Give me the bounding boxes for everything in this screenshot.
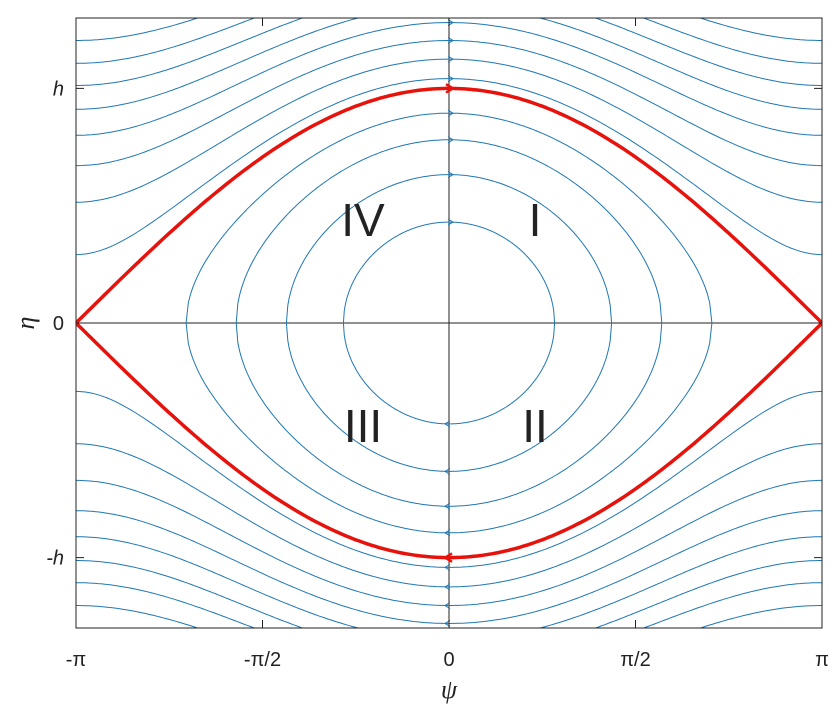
flow-arrow — [444, 620, 451, 627]
flow-arrow — [447, 136, 454, 144]
contour-line — [76, 86, 822, 560]
contour-line — [76, 18, 822, 628]
flow-arrow — [444, 529, 451, 537]
flow-arrow — [444, 502, 451, 510]
flow-arrow — [444, 420, 451, 428]
contour-line — [76, 18, 822, 628]
contour-line — [76, 78, 822, 568]
contour-line — [76, 18, 822, 628]
x-tick-label: π/2 — [620, 649, 650, 671]
flow-arrow — [447, 218, 454, 226]
flow-arrow — [442, 552, 453, 563]
flow-arrow — [447, 55, 454, 63]
x-tick-label: π — [815, 649, 829, 671]
region-label: IV — [341, 194, 385, 246]
contour-line — [342, 221, 556, 425]
flow-arrow — [444, 467, 451, 475]
contour-line — [185, 112, 713, 534]
flow-arrow — [448, 3, 453, 9]
flow-arrow — [444, 563, 451, 571]
y-tick-label: -h — [46, 548, 64, 570]
flow-arrow — [445, 637, 450, 643]
flow-arrow — [447, 37, 454, 44]
contour-line — [285, 174, 613, 472]
flow-arrow — [447, 75, 454, 83]
flow-arrow — [447, 19, 454, 26]
contour-line — [235, 139, 663, 507]
y-tick-label: 0 — [53, 313, 64, 335]
contour-line — [76, 40, 822, 606]
x-tick-label: 0 — [443, 649, 454, 671]
flow-arrow — [447, 109, 454, 117]
y-tick-label: h — [53, 78, 64, 100]
flow-arrow — [447, 171, 454, 179]
region-label: I — [529, 194, 542, 246]
flow-arrow — [444, 583, 451, 591]
y-axis-label: η — [11, 317, 40, 330]
x-tick-label: -π/2 — [244, 649, 281, 671]
flow-arrow — [444, 602, 451, 609]
flow-arrow — [445, 83, 456, 94]
x-tick-label: -π — [66, 649, 86, 671]
region-label: II — [522, 400, 548, 452]
contour-line — [76, 58, 822, 588]
flow-arrow — [445, 706, 450, 712]
plot-area — [76, 3, 822, 712]
region-label: III — [344, 400, 382, 452]
x-axis-label: ψ — [441, 675, 458, 704]
